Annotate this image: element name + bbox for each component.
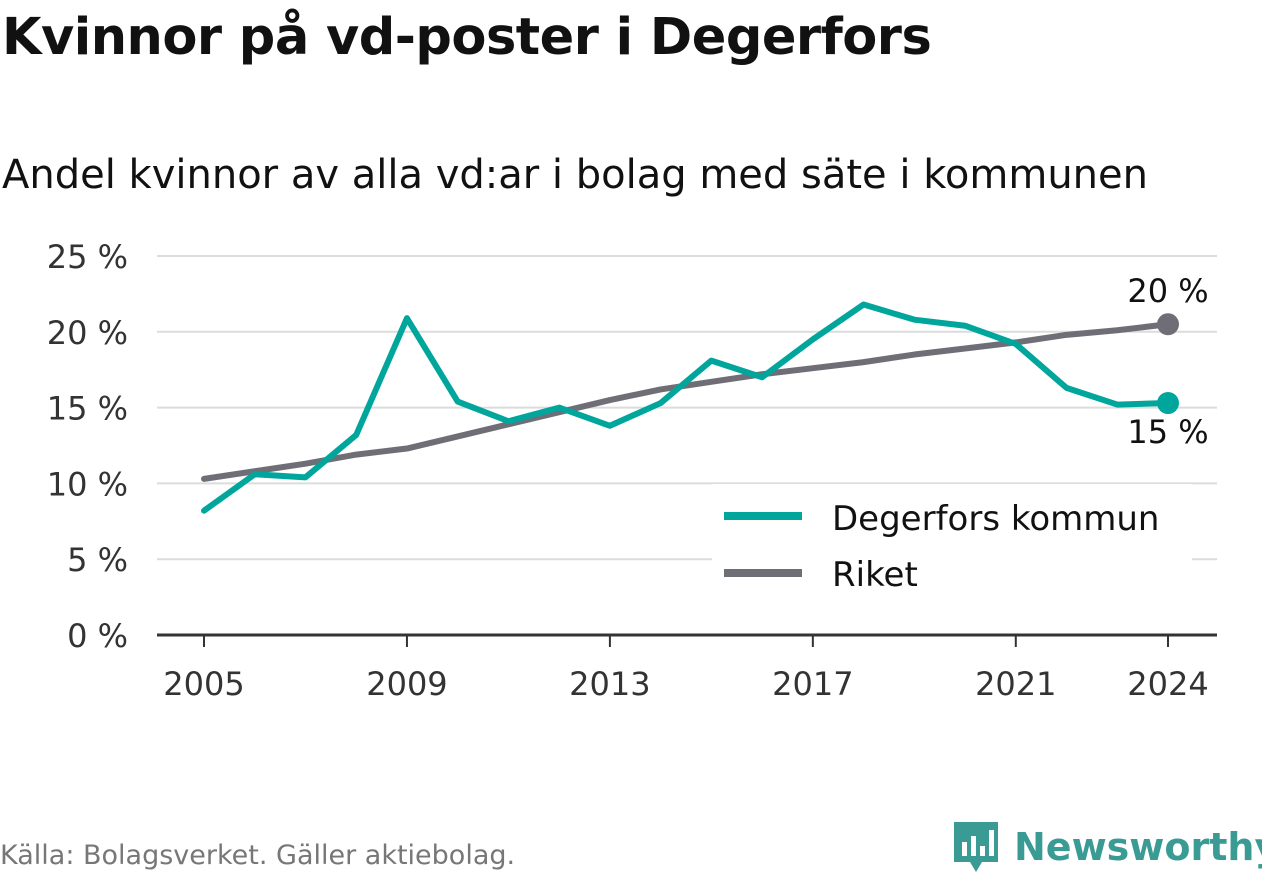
legend-label-degerfors: Degerfors kommun [832,499,1159,539]
y-tick-label: 0 % [67,617,128,655]
y-tick-label: 20 % [47,314,128,352]
x-tick-labels: 2005 2009 2013 2017 2021 2024 [163,665,1208,703]
x-tick-label: 2013 [569,665,650,703]
legend-label-riket: Riket [832,555,918,595]
y-tick-label: 10 % [47,465,128,503]
y-grid [157,255,1217,561]
y-tick-label: 25 % [47,238,128,276]
x-tick-label: 2009 [366,665,447,703]
series-end-point-riket [1157,313,1179,336]
x-tick-label: 2017 [772,665,853,703]
x-tick-label: 2021 [975,665,1056,703]
x-tick-label: 2024 [1127,665,1208,703]
newsworthy-logo-icon [954,822,998,872]
y-tick-label: 5 % [67,541,128,579]
legend: Degerfors kommun Riket [712,484,1192,595]
source-note: Källa: Bolagsverket. Gäller aktiebolag. [0,840,516,871]
x-axis [157,633,1217,647]
end-labels: 15 % 20 % [1127,272,1208,451]
y-tick-labels: 0 % 5 % 10 % 15 % 20 % 25 % [47,238,128,655]
series-lines [201,301,1179,514]
end-label-riket: 20 % [1127,272,1208,310]
series-line-degerfors [201,301,1171,514]
x-tick-label: 2005 [163,665,244,703]
series-end-point-degerfors [1157,392,1179,415]
end-label-degerfors: 15 % [1127,413,1208,451]
chart-title: Kvinnor på vd-poster i Degerfors [2,8,932,67]
y-tick-label: 15 % [47,390,128,428]
brand-name: Newsworthy [1014,825,1262,869]
chart-subtitle: Andel kvinnor av alla vd:ar i bolag med … [2,152,1148,198]
brand-logo: Newsworthy [950,818,1262,876]
